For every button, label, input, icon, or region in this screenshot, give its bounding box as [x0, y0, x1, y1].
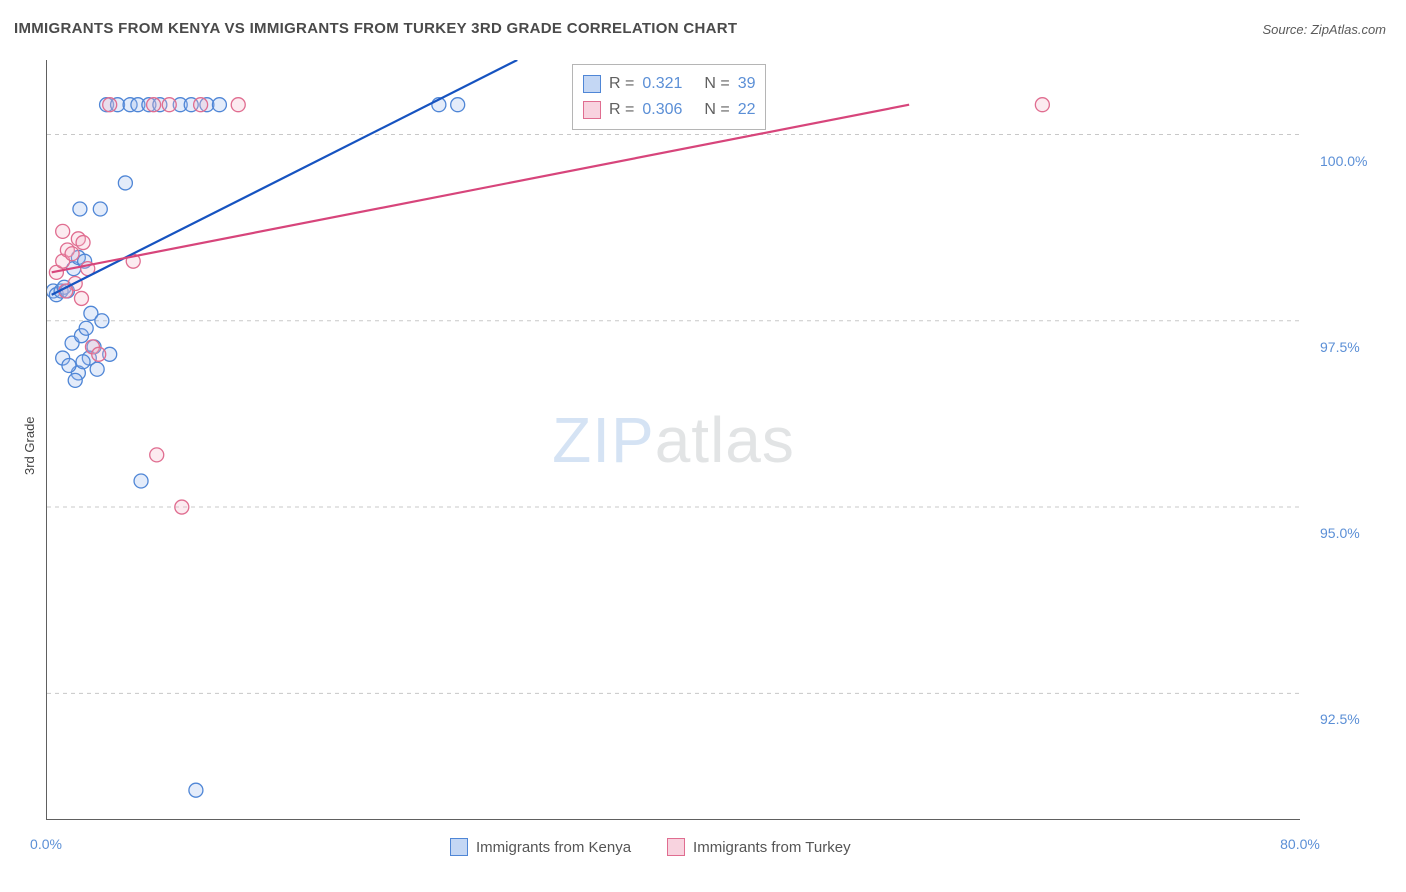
y-tick-label: 100.0% [1320, 153, 1390, 169]
legend-n-prefix: N = [704, 97, 729, 123]
data-point-turkey [74, 291, 88, 305]
data-point-turkey [231, 98, 245, 112]
legend-n-prefix: N = [704, 71, 729, 97]
legend-r-value-kenya: 0.321 [642, 71, 696, 97]
correlation-legend: R = 0.321 N = 39 R = 0.306 N = 22 [572, 64, 766, 130]
y-tick-label: 97.5% [1320, 339, 1390, 355]
data-point-turkey [150, 448, 164, 462]
series-label-kenya: Immigrants from Kenya [476, 839, 631, 856]
data-point-turkey [194, 98, 208, 112]
data-point-kenya [90, 362, 104, 376]
data-point-kenya [93, 202, 107, 216]
data-point-kenya [118, 176, 132, 190]
data-point-kenya [134, 474, 148, 488]
legend-swatch-turkey [583, 101, 601, 119]
data-point-turkey [56, 224, 70, 238]
legend-swatch-kenya [583, 75, 601, 93]
plot-svg [47, 60, 1301, 820]
data-point-kenya [189, 783, 203, 797]
regression-line-turkey [52, 105, 909, 273]
data-point-turkey [76, 236, 90, 250]
data-point-turkey [103, 98, 117, 112]
series-swatch-turkey [667, 838, 685, 856]
data-point-turkey [175, 500, 189, 514]
data-point-kenya [451, 98, 465, 112]
x-tick-label: 0.0% [30, 836, 62, 852]
data-point-kenya [79, 321, 93, 335]
legend-r-prefix: R = [609, 71, 634, 97]
source-label: Source: ZipAtlas.com [1262, 22, 1386, 37]
data-point-turkey [1035, 98, 1049, 112]
y-tick-label: 92.5% [1320, 711, 1390, 727]
data-point-kenya [68, 373, 82, 387]
data-point-turkey [162, 98, 176, 112]
series-label-turkey: Immigrants from Turkey [693, 839, 851, 856]
legend-row-kenya: R = 0.321 N = 39 [583, 71, 755, 97]
legend-n-value-turkey: 22 [738, 97, 756, 123]
plot-area: ZIPatlas R =0.321N =39R =0.306N =22 [46, 60, 1300, 820]
data-point-kenya [212, 98, 226, 112]
series-swatch-kenya [450, 838, 468, 856]
data-point-kenya [95, 314, 109, 328]
legend-r-prefix: R = [609, 97, 634, 123]
y-axis-label: 3rd Grade [22, 416, 37, 475]
series-legend: Immigrants from Kenya Immigrants from Tur… [450, 838, 851, 856]
data-point-kenya [62, 358, 76, 372]
chart-title: IMMIGRANTS FROM KENYA VS IMMIGRANTS FROM… [14, 20, 737, 37]
data-point-kenya [76, 355, 90, 369]
series-legend-item-turkey: Immigrants from Turkey [667, 838, 851, 856]
y-tick-label: 95.0% [1320, 525, 1390, 541]
series-legend-item-kenya: Immigrants from Kenya [450, 838, 631, 856]
data-point-turkey [147, 98, 161, 112]
data-point-turkey [92, 347, 106, 361]
x-tick-label: 80.0% [1280, 836, 1320, 852]
legend-row-turkey: R = 0.306 N = 22 [583, 97, 755, 123]
legend-r-value-turkey: 0.306 [642, 97, 696, 123]
legend-n-value-kenya: 39 [738, 71, 756, 97]
data-point-kenya [73, 202, 87, 216]
data-point-turkey [65, 247, 79, 261]
